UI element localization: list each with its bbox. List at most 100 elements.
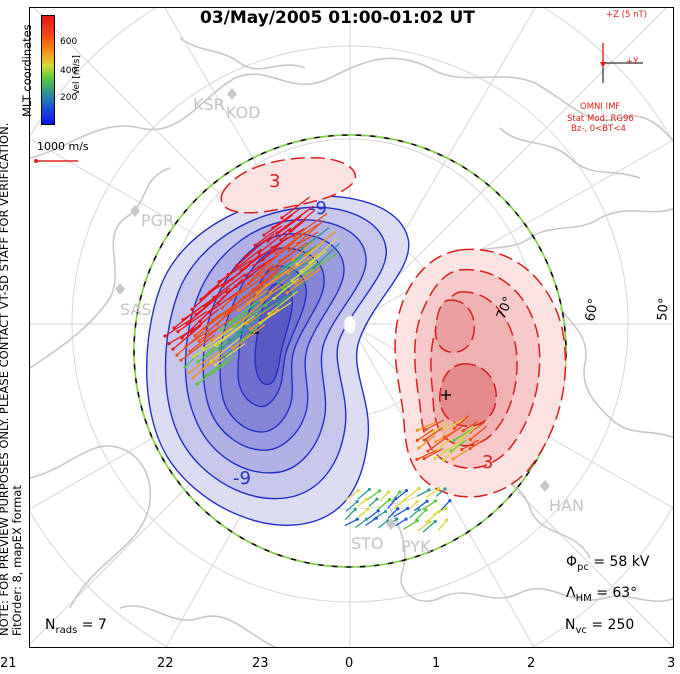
velocity-vector (267, 215, 302, 242)
velocity-vector (407, 501, 418, 511)
velocity-vector (313, 242, 341, 268)
velocity-vector-origin (223, 335, 227, 340)
velocity-vector (434, 437, 453, 452)
velocity-vector-origin (444, 506, 448, 511)
map-title: 03/May/2005 01:00-01:02 UT (200, 8, 475, 28)
velocity-vector-origin (273, 275, 277, 279)
velocity-vector (377, 520, 389, 529)
velocity-vector-origin (246, 301, 250, 306)
velocity-vector-origin (202, 326, 206, 331)
coordinate-system-label: MLT coordinates (20, 24, 34, 117)
velocity-vector-origin (276, 303, 280, 307)
velocity-vector-origin (243, 273, 247, 277)
velocity-vector (365, 490, 380, 502)
colorbar-tick-600: 600 (60, 37, 78, 47)
velocity-vector (230, 278, 262, 300)
velocity-vector-origin (415, 500, 419, 504)
velocity-vector-origin (176, 329, 180, 334)
station-sto: STO (351, 534, 384, 553)
velocity-vector (432, 421, 450, 433)
velocity-vector (193, 336, 227, 358)
velocity-vector-origin (433, 519, 437, 524)
velocity-vector (258, 227, 292, 254)
velocity-vector-origin (386, 490, 391, 494)
imf-dial (600, 43, 643, 83)
velocity-vector (180, 334, 216, 361)
velocity-vector (423, 448, 444, 460)
velocity-vector-origin (426, 449, 430, 453)
velocity-vector (418, 434, 436, 449)
negative-cell (146, 195, 410, 526)
preview-note: NOTE: FOR PREVIEW PURPOSES ONLY. PLEASE … (0, 123, 24, 636)
velocity-vector-origin (248, 260, 252, 264)
velocity-vector-origin (209, 360, 213, 364)
velocity-vector-origin (468, 447, 472, 451)
velocity-vector-origin (365, 497, 369, 501)
velocity-vector (266, 241, 296, 265)
contour-label-neg-top: -9 (309, 198, 327, 219)
velocity-vector (417, 421, 437, 431)
velocity-vector-origin (296, 241, 300, 246)
imf-condition: Bz-, 0<BT<4 (571, 124, 626, 134)
velocity-vector-origin (374, 516, 378, 520)
velocity-vector-origin (303, 272, 307, 276)
station-ksr: KSR (193, 95, 225, 114)
velocity-vector-origin (424, 427, 428, 432)
velocity-vector-origin (249, 327, 253, 331)
velocity-vector (357, 498, 368, 507)
velocity-vector-origin (263, 303, 267, 307)
velocity-vector-origin (191, 376, 195, 380)
nvc-symbol: N (565, 617, 576, 633)
velocity-vector-origin (394, 496, 398, 501)
velocity-vector-origin (179, 358, 183, 362)
mlt-tick-23: 23 (252, 656, 269, 671)
velocity-vector-origin (415, 519, 419, 523)
velocity-vector-origin (198, 319, 202, 323)
lambda-subscript: HM (575, 592, 592, 604)
velocity-vector (391, 491, 401, 503)
velocity-vector-origin (415, 428, 419, 432)
velocity-vector-origin (200, 367, 204, 371)
velocity-vector-origin (195, 382, 199, 386)
velocity-vector (255, 296, 287, 317)
velocity-vector (243, 272, 278, 298)
velocity-vector-origin (461, 429, 466, 433)
velocity-vector-origin (244, 254, 248, 258)
velocity-vector-origin (459, 437, 463, 441)
velocity-vector-origin (443, 487, 447, 491)
velocity-vector (220, 311, 249, 331)
velocity-vector (265, 263, 298, 287)
velocity-vector-origin (222, 355, 226, 359)
velocity-vector-origin (427, 488, 431, 492)
velocity-vector-origin (288, 229, 292, 233)
velocity-vector (215, 322, 246, 347)
velocity-vector-origin (366, 507, 370, 511)
velocity-vector-origin (247, 282, 251, 286)
velocity-vector-origin (304, 253, 308, 257)
velocity-vector-origin (261, 258, 265, 262)
positive-cell (394, 248, 567, 498)
velocity-vector-origin (404, 517, 408, 521)
velocity-vector-origin (283, 245, 287, 250)
velocity-vector (271, 227, 305, 249)
velocity-vector (204, 287, 231, 307)
velocity-vector-origin (203, 304, 207, 308)
velocity-vector-origin (189, 330, 193, 334)
velocity-vector-origin (417, 486, 421, 491)
velocity-vector-origin (217, 280, 221, 284)
velocity-vector (296, 241, 324, 265)
velocity-vector-origin (300, 247, 304, 251)
velocity-vector (232, 324, 266, 349)
velocity-vector-origin (163, 334, 167, 338)
vector-count: Nvc = 250 (565, 617, 634, 636)
velocity-vector-origin (229, 297, 233, 301)
velocity-vector (309, 237, 338, 264)
velocity-vector (233, 305, 265, 328)
velocity-vector-origin (192, 355, 196, 359)
velocity-vector (213, 273, 246, 298)
velocity-vector (403, 520, 418, 530)
velocity-vector-origin (294, 281, 298, 285)
velocity-vector-origin (171, 347, 175, 351)
hmb-green-boundary (133, 134, 567, 568)
velocity-vector-origin (253, 243, 257, 247)
